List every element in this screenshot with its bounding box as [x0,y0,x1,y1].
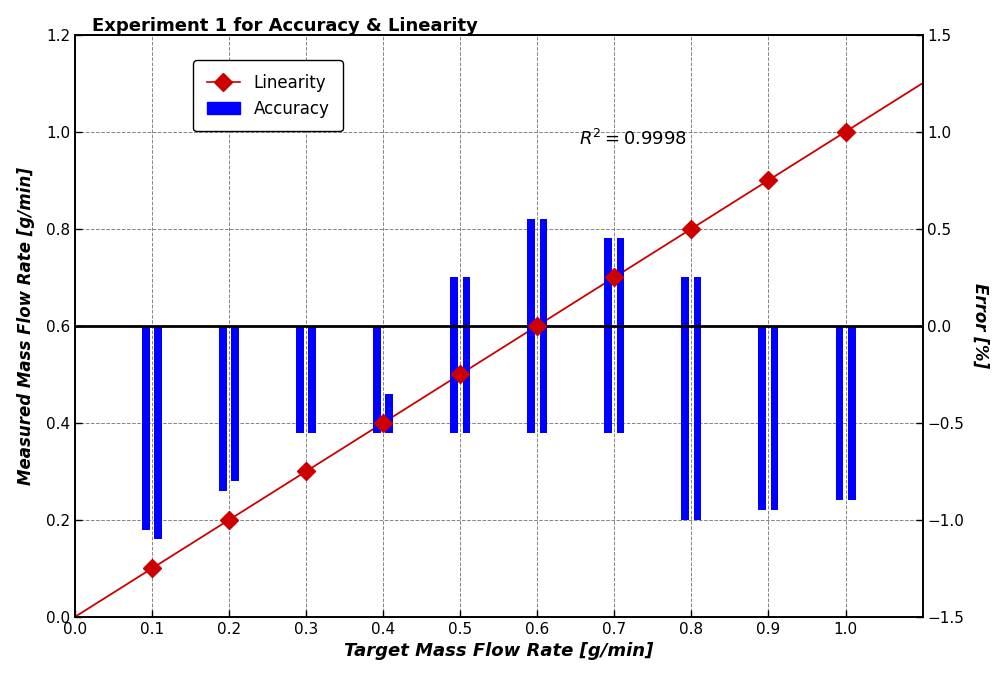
Bar [373,326,381,433]
Linearity [531,322,543,330]
Text: $R^2=0.9998$: $R^2=0.9998$ [579,129,687,150]
Bar [694,278,701,520]
Linearity [685,225,697,233]
Line: Linearity: Linearity [146,125,852,575]
Bar [296,326,304,433]
Bar [309,326,316,433]
Linearity [223,516,235,524]
Linearity [609,274,621,282]
Bar [759,326,767,510]
Bar [527,219,535,433]
Bar [681,278,689,520]
Bar [231,326,239,481]
Linearity [146,565,158,573]
Bar [451,278,458,433]
Bar [617,238,625,433]
Legend: Linearity, Accuracy: Linearity, Accuracy [193,60,343,131]
Linearity [763,176,775,184]
Bar [154,326,162,540]
Bar [219,326,226,491]
X-axis label: Target Mass Flow Rate [g/min]: Target Mass Flow Rate [g/min] [344,642,654,660]
Bar [463,278,470,433]
Y-axis label: Measured Mass Flow Rate [g/min]: Measured Mass Flow Rate [g/min] [17,167,34,485]
Linearity [839,128,851,136]
Y-axis label: Error [%]: Error [%] [972,283,989,368]
Text: Experiment 1 for Accuracy & Linearity: Experiment 1 for Accuracy & Linearity [92,17,478,35]
Bar [385,394,393,433]
Bar [771,326,779,510]
Linearity [300,467,312,475]
Linearity [377,419,389,427]
Bar [539,219,547,433]
Bar [836,326,843,500]
Bar [848,326,855,500]
Bar [142,326,150,529]
Linearity [454,370,466,378]
Bar [605,238,612,433]
